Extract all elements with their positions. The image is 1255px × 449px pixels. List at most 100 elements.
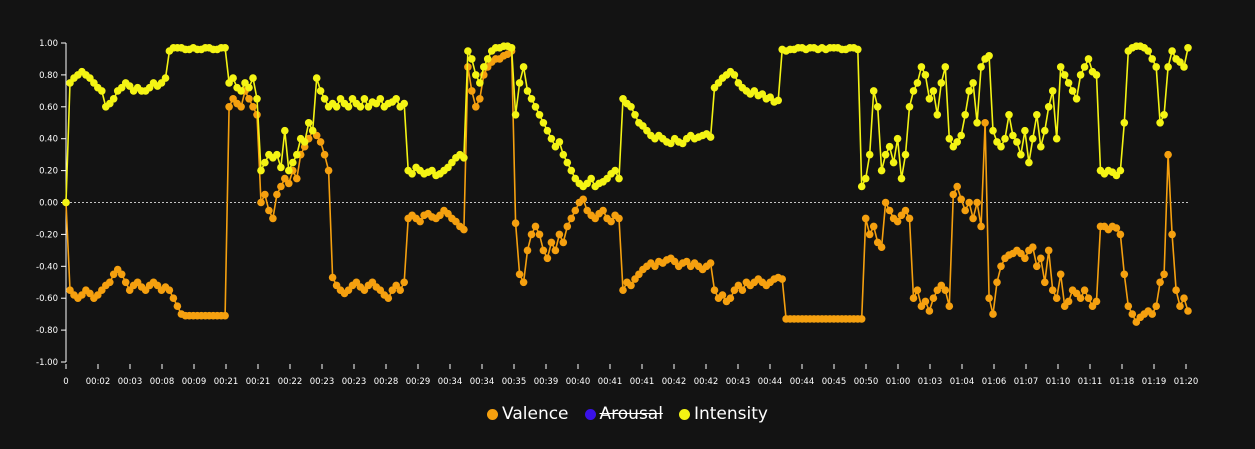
legend-item-intensity[interactable]: Intensity [678, 404, 768, 424]
data-point-valence[interactable] [607, 217, 615, 226]
data-point-intensity[interactable] [563, 158, 572, 167]
data-point-valence[interactable] [531, 222, 540, 231]
data-point-valence[interactable] [1112, 224, 1121, 232]
data-point-valence[interactable] [913, 286, 922, 295]
data-point-valence[interactable] [563, 222, 572, 231]
data-point-valence[interactable] [117, 270, 126, 279]
data-point-intensity[interactable] [1041, 126, 1049, 135]
data-point-valence[interactable] [225, 103, 233, 111]
data-point-valence[interactable] [165, 286, 174, 295]
data-point-valence[interactable] [973, 198, 981, 207]
data-point-intensity[interactable] [308, 126, 317, 135]
data-point-intensity[interactable] [360, 95, 369, 103]
data-point-valence[interactable] [221, 311, 229, 320]
data-point-valence[interactable] [527, 230, 536, 239]
data-point-valence[interactable] [1044, 246, 1053, 255]
data-point-valence[interactable] [1172, 286, 1180, 295]
data-point-valence[interactable] [468, 87, 476, 95]
data-point-intensity[interactable] [969, 79, 977, 87]
data-point-intensity[interactable] [1064, 79, 1073, 87]
data-point-intensity[interactable] [1005, 111, 1013, 119]
data-point-intensity[interactable] [997, 142, 1005, 151]
data-point-valence[interactable] [993, 278, 1001, 287]
data-point-intensity[interactable] [62, 198, 70, 207]
data-point-intensity[interactable] [730, 71, 739, 79]
data-point-intensity[interactable] [109, 95, 118, 103]
data-point-intensity[interactable] [627, 103, 635, 111]
data-point-intensity[interactable] [1029, 134, 1037, 143]
data-point-valence[interactable] [869, 222, 878, 231]
data-point-intensity[interactable] [631, 111, 639, 119]
data-point-valence[interactable] [718, 291, 727, 299]
data-point-intensity[interactable] [253, 95, 261, 103]
data-point-valence[interactable] [877, 243, 886, 251]
data-point-valence[interactable] [106, 278, 114, 287]
data-point-valence[interactable] [261, 190, 269, 199]
data-point-intensity[interactable] [937, 79, 946, 87]
data-point-intensity[interactable] [989, 126, 997, 135]
data-point-valence[interactable] [1037, 254, 1045, 263]
data-point-intensity[interactable] [1037, 142, 1045, 151]
data-point-valence[interactable] [1033, 262, 1041, 271]
data-point-intensity[interactable] [515, 79, 524, 87]
data-point-intensity[interactable] [1164, 63, 1172, 71]
data-point-valence[interactable] [173, 302, 182, 311]
data-point-valence[interactable] [1184, 307, 1192, 315]
data-point-intensity[interactable] [161, 74, 170, 82]
data-point-intensity[interactable] [543, 126, 552, 135]
data-point-valence[interactable] [324, 166, 333, 175]
data-point-intensity[interactable] [1084, 55, 1093, 63]
data-point-valence[interactable] [257, 198, 265, 207]
data-point-valence[interactable] [1052, 294, 1061, 303]
data-point-valence[interactable] [615, 214, 623, 223]
data-point-intensity[interactable] [277, 163, 285, 172]
data-point-intensity[interactable] [400, 99, 409, 108]
data-point-intensity[interactable] [460, 154, 468, 162]
data-point-intensity[interactable] [1068, 87, 1077, 95]
data-point-intensity[interactable] [511, 111, 520, 119]
data-point-intensity[interactable] [881, 150, 890, 159]
data-point-intensity[interactable] [293, 150, 301, 159]
data-point-intensity[interactable] [464, 47, 472, 55]
data-point-intensity[interactable] [392, 95, 401, 103]
data-point-valence[interactable] [253, 111, 261, 119]
data-point-intensity[interactable] [1033, 111, 1041, 119]
data-point-valence[interactable] [547, 238, 556, 247]
data-point-intensity[interactable] [1013, 138, 1021, 146]
data-point-valence[interactable] [929, 294, 938, 303]
data-point-intensity[interactable] [273, 150, 281, 159]
data-point-valence[interactable] [1029, 243, 1037, 251]
data-point-valence[interactable] [921, 297, 930, 306]
data-point-intensity[interactable] [905, 103, 914, 111]
data-point-valence[interactable] [901, 206, 910, 215]
data-point-intensity[interactable] [1052, 134, 1061, 143]
data-point-intensity[interactable] [229, 74, 237, 82]
data-point-intensity[interactable] [332, 103, 341, 111]
data-point-valence[interactable] [1160, 270, 1168, 279]
data-point-valence[interactable] [1056, 270, 1065, 279]
data-point-valence[interactable] [1180, 294, 1188, 303]
data-point-valence[interactable] [519, 278, 528, 287]
data-point-valence[interactable] [416, 217, 424, 226]
data-point-valence[interactable] [893, 217, 902, 226]
data-point-valence[interactable] [555, 230, 564, 239]
data-point-valence[interactable] [997, 262, 1005, 271]
data-point-valence[interactable] [738, 286, 747, 295]
data-point-intensity[interactable] [312, 74, 321, 82]
data-point-intensity[interactable] [408, 170, 416, 178]
data-point-valence[interactable] [1116, 230, 1125, 239]
data-point-valence[interactable] [551, 246, 560, 255]
data-point-intensity[interactable] [356, 103, 365, 111]
data-point-intensity[interactable] [1021, 126, 1029, 135]
data-point-intensity[interactable] [889, 158, 898, 167]
data-point-intensity[interactable] [221, 44, 229, 52]
data-point-intensity[interactable] [877, 166, 886, 175]
data-point-intensity[interactable] [1025, 158, 1033, 167]
data-point-valence[interactable] [1164, 150, 1172, 159]
data-point-intensity[interactable] [1120, 119, 1129, 127]
data-point-intensity[interactable] [281, 126, 289, 135]
data-point-intensity[interactable] [1180, 63, 1188, 71]
data-point-intensity[interactable] [957, 131, 965, 140]
data-point-intensity[interactable] [316, 87, 325, 95]
data-point-valence[interactable] [619, 286, 627, 295]
